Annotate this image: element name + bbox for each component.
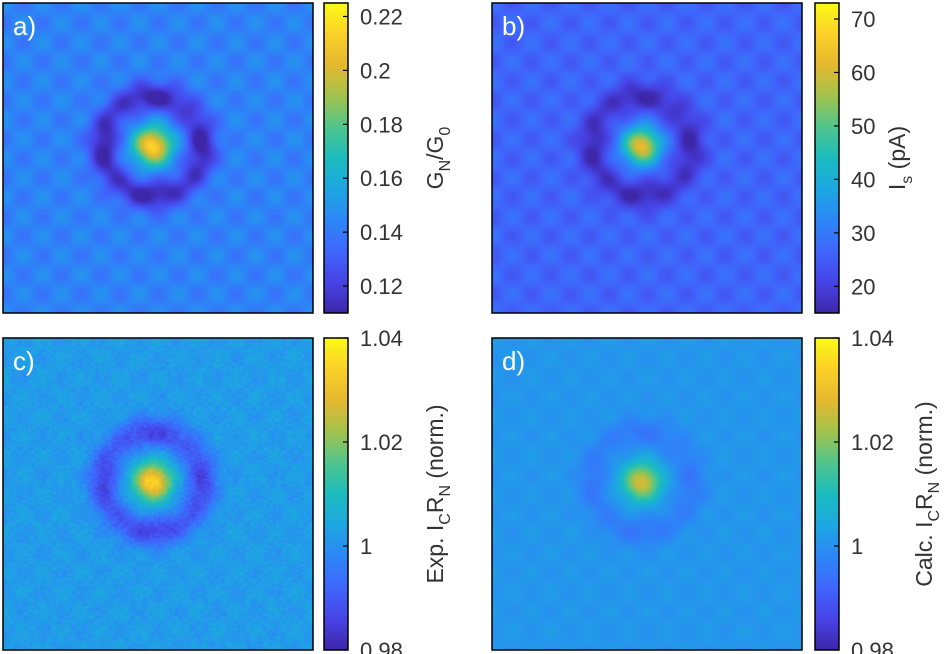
colorbar-tick-label: 0.22	[360, 4, 403, 29]
heatmap-frame	[491, 337, 803, 651]
panel-label: c)	[13, 346, 35, 376]
colorbar-tick-label: 1.02	[360, 430, 403, 455]
colorbar-tick-label: 20	[851, 274, 875, 299]
heatmap-image	[3, 338, 313, 650]
colorbar-tick-label: 40	[851, 167, 875, 192]
panel-label: d)	[502, 346, 525, 376]
colorbar-label: Exp. ICRN (norm.)	[422, 404, 454, 583]
colorbar-tick-label: 50	[851, 114, 875, 139]
colorbar-tick-label: 1	[851, 534, 863, 559]
colorbar-tick-label: 0.18	[360, 112, 403, 137]
panel-b: b) 20 30 40 50 60 70 Is (pA)	[491, 2, 916, 314]
colorbar-label: Calc. ICRN (norm.)	[911, 401, 943, 586]
heatmap-image	[492, 338, 802, 650]
colorbar-tick-label: 60	[851, 60, 875, 85]
colorbar-label: GN/G0	[422, 127, 454, 190]
panel-a: a) 0.12 0.14 0.16 0.18 0.2 0.22 GN/G0	[2, 2, 454, 314]
panel-c: c) 0.98 1 1.02 1.04 Exp. ICRN (norm.)	[2, 326, 454, 654]
colorbar	[814, 2, 840, 314]
colorbar-tick-label: 0.12	[360, 274, 403, 299]
panel-label: a)	[13, 11, 36, 41]
panel-d: d) 0.98 1 1.02 1.04 Calc. ICRN (norm.)	[491, 326, 943, 654]
heatmap-frame	[2, 337, 314, 651]
heatmap-frame	[2, 2, 314, 314]
heatmap-image	[3, 3, 313, 313]
colorbar-tick-label: 0.14	[360, 220, 403, 245]
colorbar-tick-label: 0.98	[851, 638, 894, 654]
colorbar-tick-label: 0.16	[360, 166, 403, 191]
colorbar	[323, 337, 349, 651]
colorbar-tick-label: 30	[851, 221, 875, 246]
colorbar-tick-label: 1	[360, 534, 372, 559]
colorbar-tick-label: 0.98	[360, 638, 403, 654]
colorbar-label: Is (pA)	[884, 126, 916, 190]
panel-label: b)	[502, 11, 525, 41]
colorbar	[814, 337, 840, 651]
colorbar	[323, 2, 349, 314]
colorbar-tick-label: 1.04	[360, 326, 403, 351]
colorbar-tick-label: 1.04	[851, 326, 894, 351]
heatmap-image	[492, 3, 802, 313]
colorbar-tick-label: 1.02	[851, 430, 894, 455]
colorbar-tick-label: 70	[851, 7, 875, 32]
heatmap-frame	[491, 2, 803, 314]
colorbar-tick-label: 0.2	[360, 58, 391, 83]
